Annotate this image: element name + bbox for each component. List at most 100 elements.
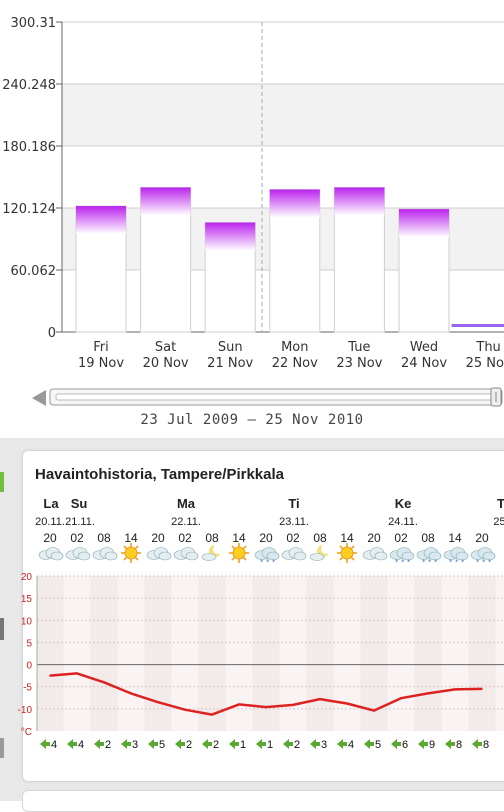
- time-band: [144, 576, 172, 731]
- x-tick-day: Sun: [218, 340, 243, 355]
- hour-label: 02: [70, 531, 84, 545]
- temperature-point: [238, 703, 240, 706]
- scroll-left-arrow[interactable]: [32, 390, 46, 406]
- bar[interactable]: [334, 187, 385, 216]
- wind-arrow-icon: [391, 739, 401, 749]
- wind-arrow-icon: [310, 739, 320, 749]
- hour-label: 08: [205, 531, 219, 545]
- svg-text:*: *: [395, 558, 399, 566]
- svg-text:*: *: [461, 558, 465, 566]
- wind-speed: 4: [348, 739, 354, 751]
- hour-label: 08: [313, 531, 327, 545]
- wind-speed: 6: [402, 739, 408, 751]
- snow-cloud-icon: * * *: [443, 547, 469, 566]
- hour-label: 02: [178, 531, 192, 545]
- wind-arrow-icon: [418, 739, 428, 749]
- hour-label: 08: [421, 531, 435, 545]
- bar[interactable]: [140, 187, 191, 216]
- day-date: 23.11.: [279, 516, 309, 528]
- day-name: T: [497, 496, 504, 511]
- temp-tick-label: -5: [23, 683, 32, 694]
- temperature-point: [427, 692, 429, 695]
- temp-tick-label: 15: [21, 594, 33, 605]
- wind-arrow-icon: [364, 739, 374, 749]
- x-tick-day: Mon: [281, 340, 308, 355]
- date-range-label: 23 Jul 2009 – 25 Nov 2010: [140, 412, 364, 428]
- wind-speed: 2: [213, 739, 219, 751]
- day-name: Su: [71, 496, 88, 511]
- temp-tick-label: 5: [26, 638, 32, 649]
- y-tick-label: 0: [48, 326, 56, 341]
- x-tick-day: Fri: [93, 340, 109, 355]
- x-tick-day: Sat: [155, 340, 176, 355]
- temperature-point: [400, 697, 402, 700]
- wind-speed: 3: [321, 739, 327, 751]
- wind-speed: 2: [105, 739, 111, 751]
- temperature-point: [481, 688, 483, 690]
- snow-cloud-icon: * * *: [389, 547, 415, 566]
- wind-speed: 8: [483, 739, 489, 751]
- day-date: 25.: [493, 516, 504, 528]
- day-name: Ma: [177, 496, 196, 511]
- moon-cloud-icon: [309, 544, 331, 561]
- wind-arrow-icon: [148, 739, 158, 749]
- wind-speed: 5: [159, 739, 165, 751]
- temperature-point: [157, 701, 159, 704]
- temp-unit-label: °C: [21, 727, 32, 738]
- hour-label: 14: [448, 531, 462, 545]
- temperature-point: [373, 709, 375, 712]
- temp-tick-label: 0: [26, 661, 32, 672]
- side-tab-grey-2[interactable]: [0, 738, 4, 758]
- wind-speed: 2: [294, 739, 300, 751]
- sun-icon: [229, 543, 249, 563]
- bar[interactable]: [451, 324, 504, 327]
- sun-icon: [337, 543, 357, 563]
- side-tab-grey[interactable]: [0, 618, 4, 640]
- temperature-point: [103, 681, 105, 684]
- plot-band: [62, 84, 504, 146]
- scroll-range-bar[interactable]: [55, 393, 497, 401]
- bar[interactable]: [269, 189, 320, 218]
- svg-text:*: *: [455, 558, 459, 566]
- x-tick-date: 21 Nov: [207, 356, 253, 371]
- range-chart-svg: 300.31 240.248 180.186 120.124 60.062 0 Fri19 …: [2, 16, 504, 407]
- hour-label: 02: [394, 531, 408, 545]
- temperature-point: [319, 698, 321, 700]
- hour-label: 20: [259, 531, 273, 545]
- x-tick-date: 24 Nov: [401, 356, 447, 371]
- cloud-icon: [38, 547, 64, 561]
- cloud-icon: [146, 547, 172, 561]
- wind-speed: 3: [132, 739, 138, 751]
- svg-text:*: *: [260, 558, 264, 566]
- x-tick-date: 22 Nov: [272, 356, 318, 371]
- day-date: 22.11.: [171, 516, 201, 528]
- wind-arrow-icon: [472, 739, 482, 749]
- y-tick-label: 60.062: [11, 264, 57, 279]
- x-tick-date: 20 Nov: [143, 356, 189, 371]
- wind-arrow-icon: [175, 739, 185, 749]
- cloud-icon: [92, 547, 118, 561]
- temperature-point: [76, 672, 78, 675]
- x-tick-day: Thu: [475, 340, 500, 355]
- bar[interactable]: [399, 209, 449, 238]
- hour-label: 20: [367, 531, 381, 545]
- bar[interactable]: [205, 222, 256, 251]
- bar[interactable]: [76, 206, 126, 235]
- cloud-icon: [173, 547, 199, 561]
- side-tab-green[interactable]: [0, 472, 4, 492]
- x-tick-day: Wed: [410, 340, 438, 355]
- hour-label: 20: [151, 531, 165, 545]
- wind-arrow-icon: [445, 739, 455, 749]
- wind-speed: 8: [456, 739, 462, 751]
- temperature-point: [454, 688, 456, 691]
- wind-speed: 2: [186, 739, 192, 751]
- snow-cloud-icon: * * *: [416, 547, 442, 566]
- x-tick-date: 25 Nov: [466, 356, 504, 371]
- svg-text:*: *: [422, 558, 426, 566]
- observation-history-title: Havaintohistoria, Tampere/Pirkkala: [35, 466, 284, 483]
- wind-speed: 5: [375, 739, 381, 751]
- wind-speed: 9: [429, 739, 435, 751]
- y-tick-label: 240.248: [2, 78, 56, 93]
- temp-tick-label: -10: [18, 705, 33, 716]
- hour-label: 14: [340, 531, 354, 545]
